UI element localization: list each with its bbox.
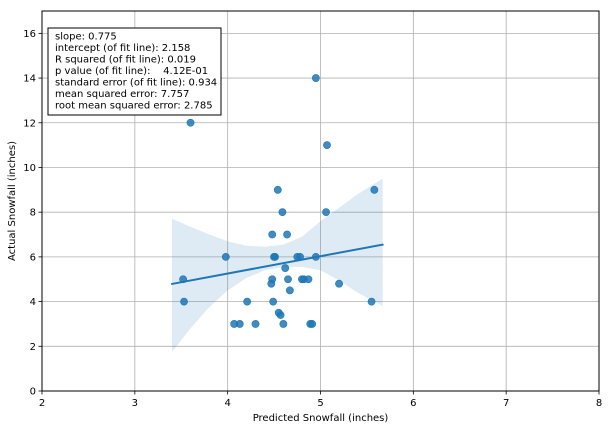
x-tick-label: 8 [596,398,602,409]
data-point [268,275,277,284]
data-point [186,118,195,127]
data-point [322,208,330,217]
y-axis-ticks: 0 2 4 6 8 10 12 14 16 [23,29,42,398]
data-point [281,264,290,272]
data-point [296,252,304,261]
stats-line: slope: 0.775 [55,32,117,43]
stats-line: R squared (of fit line): 0.019 [55,55,196,66]
data-point [304,275,313,284]
data-point [268,230,277,239]
data-point [180,297,188,306]
y-tick-label: 14 [23,74,36,85]
data-point [279,320,288,328]
data-point [308,320,317,328]
data-point [243,297,252,306]
data-point [285,286,294,295]
fit-line-group [170,243,384,285]
stats-line: intercept (of fit line): 2.158 [55,43,190,54]
y-tick-label: 16 [23,29,36,40]
data-point [221,252,230,261]
x-tick-label: 5 [317,398,323,409]
data-point [370,185,379,194]
y-tick-label: 2 [30,342,36,353]
stats-line: p value (of fit line): 4.12E-01 [55,66,208,77]
y-tick-label: 0 [30,387,36,398]
fit-line [170,243,384,285]
data-point [323,141,331,150]
data-point [251,320,260,328]
data-point [273,185,282,194]
stats-line: standard error (of fit line): 0.934 [55,78,217,89]
x-tick-label: 2 [39,398,45,409]
x-tick-label: 6 [410,398,416,409]
data-point [269,297,278,306]
data-point [311,74,320,82]
y-tick-label: 12 [23,118,36,129]
data-point [271,252,279,261]
x-tick-label: 3 [132,398,138,409]
data-point [235,320,244,328]
data-point [179,275,188,284]
data-point [276,311,285,319]
data-point [284,275,292,284]
x-tick-label: 4 [224,398,230,409]
y-tick-label: 8 [30,208,36,219]
y-tick-label: 10 [23,163,36,174]
stats-line: root mean squared error: 2.785 [55,101,213,112]
data-point [335,279,343,288]
y-axis-label: Actual Snowfall (inches) [7,141,18,261]
data-point [367,297,376,306]
data-point [311,252,320,261]
stats-line: mean squared error: 7.757 [55,89,189,100]
x-axis-ticks: 2 3 4 5 6 7 8 [39,391,602,409]
x-tick-label: 7 [503,398,509,409]
y-tick-label: 4 [30,297,36,308]
data-point [278,208,287,217]
stats-box: slope: 0.775 intercept (of fit line): 2.… [47,27,222,116]
x-axis-label: Predicted Snowfall (inches) [253,413,389,424]
y-tick-label: 6 [30,252,36,263]
scatter-points [179,74,379,328]
data-point [283,230,291,239]
stats-box-frame [47,27,222,116]
